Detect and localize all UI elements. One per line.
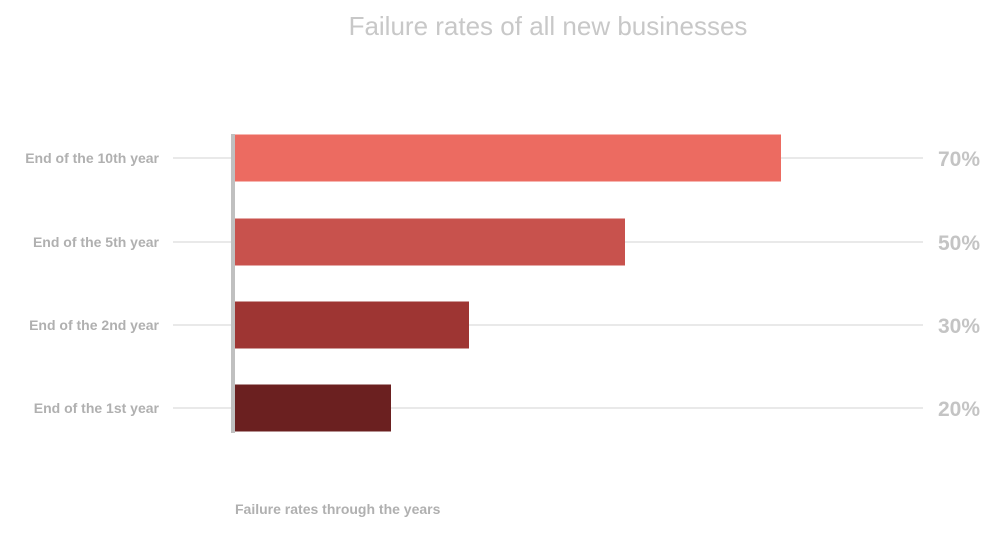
value-label: 50%: [938, 232, 980, 255]
bar-rows: End of the 10th year 70% End of the 5th ye…: [25, 134, 980, 432]
value-label: 20%: [938, 398, 980, 421]
bar: [235, 384, 391, 432]
category-label: End of the 5th year: [33, 234, 160, 250]
bar: [235, 218, 625, 266]
bar: [235, 301, 469, 349]
category-label: End of the 1st year: [34, 400, 160, 416]
value-label: 70%: [938, 148, 980, 171]
category-label: End of the 10th year: [25, 150, 159, 166]
chart-title: Failure rates of all new businesses: [349, 11, 748, 41]
value-label: 30%: [938, 315, 980, 338]
x-axis-label: Failure rates through the years: [235, 501, 441, 517]
category-label: End of the 2nd year: [29, 317, 159, 333]
bar: [235, 134, 781, 182]
